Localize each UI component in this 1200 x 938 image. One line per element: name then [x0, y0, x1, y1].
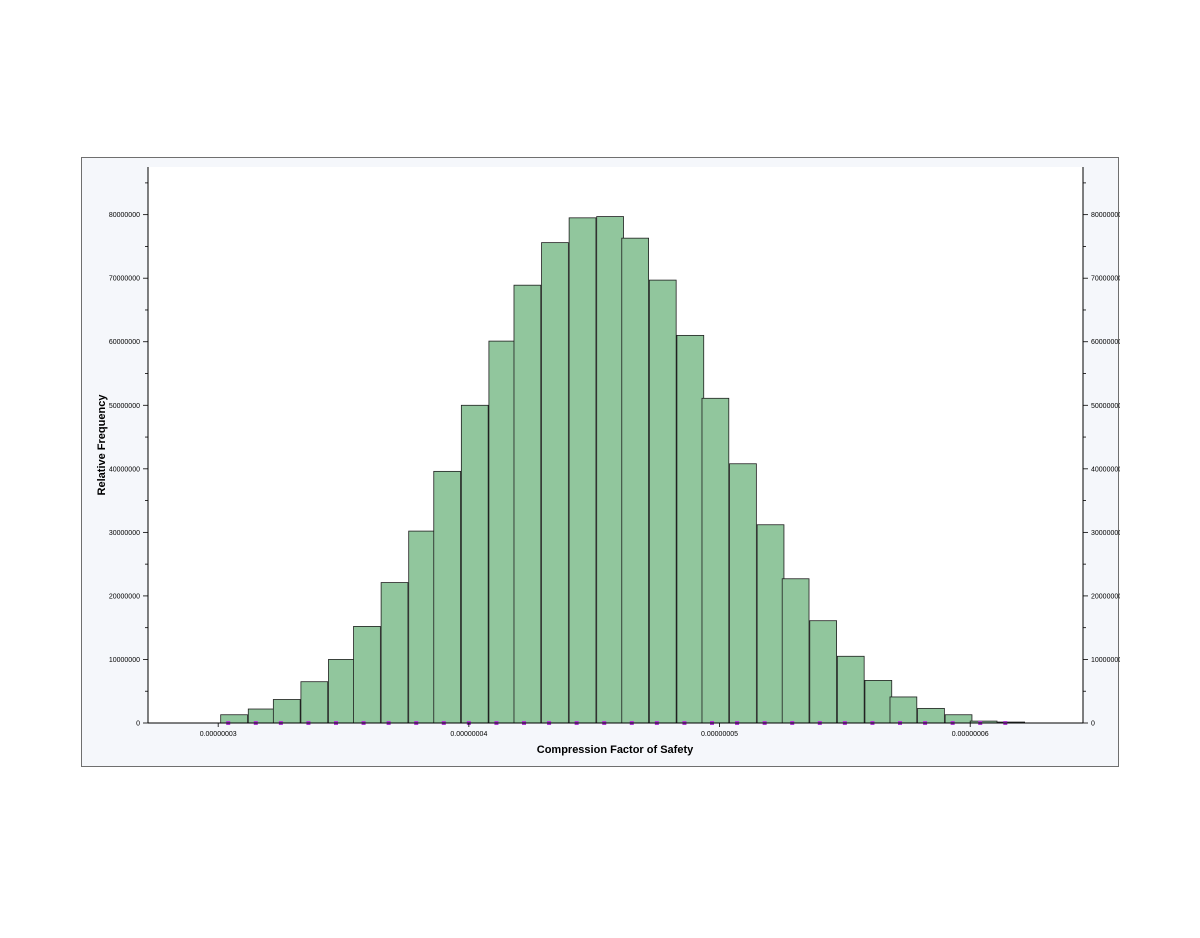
- x-tick-label: 0.00000004: [450, 731, 487, 738]
- y-tick-label-right: 50000000: [1091, 403, 1120, 410]
- y-tick-label-left: 0: [136, 721, 140, 728]
- x-tick-label: 0.00000005: [701, 731, 738, 738]
- histogram-bar-1: [220, 714, 248, 724]
- histogram-bar-2: [247, 708, 276, 724]
- histogram-bar-7: [380, 582, 409, 724]
- histogram-bar-18: [676, 334, 705, 724]
- histogram-bar-11: [488, 340, 517, 724]
- histogram-bar-14: [568, 217, 597, 724]
- histogram-bar-5: [328, 659, 356, 724]
- y-tick-label-right: 40000000: [1091, 466, 1120, 473]
- y-tick-label-left: 80000000: [109, 212, 140, 219]
- histogram-bar-23: [809, 620, 837, 724]
- histogram-bar-16: [621, 237, 649, 724]
- y-tick-label-left: 70000000: [109, 276, 140, 283]
- x-axis-title: Compression Factor of Safety: [537, 744, 694, 756]
- histogram-bar-27: [917, 707, 945, 724]
- histogram-bar-20: [729, 463, 757, 724]
- histogram-bar-3: [272, 699, 301, 724]
- histogram-bar-22: [781, 578, 810, 724]
- y-tick-label-left: 30000000: [109, 530, 140, 537]
- y-tick-label-left: 40000000: [109, 466, 140, 473]
- histogram-bar-8: [408, 530, 436, 724]
- y-tick-label-right: 10000000: [1091, 657, 1120, 664]
- y-axis-title: Relative Frequency: [96, 394, 108, 496]
- y-tick-label-left: 60000000: [109, 339, 140, 346]
- histogram-bar-25: [864, 680, 893, 724]
- y-tick-label-left: 20000000: [109, 593, 140, 600]
- y-tick-label-left: 50000000: [109, 403, 140, 410]
- histogram-bar-6: [353, 626, 381, 724]
- y-tick-label-right: 70000000: [1091, 276, 1120, 283]
- histogram-bar-21: [756, 524, 785, 724]
- x-tick-label: 0.00000006: [952, 731, 989, 738]
- histogram-bar-10: [460, 404, 489, 724]
- histogram-bar-13: [541, 242, 569, 724]
- axes-layer: [147, 167, 1084, 724]
- histogram-bar-15: [596, 216, 624, 724]
- y-tick-label-right: 20000000: [1091, 593, 1120, 600]
- histogram-bar-19: [701, 397, 730, 724]
- y-tick-label-left: 10000000: [109, 657, 140, 664]
- y-tick-label-right: 80000000: [1091, 212, 1120, 219]
- histogram-bar-17: [648, 279, 677, 724]
- y-tick-label-right: 60000000: [1091, 339, 1120, 346]
- histogram-bar-26: [889, 696, 918, 724]
- histogram-chart: 0 0 10000000 10000000 20000000 20000000 300000…: [96, 167, 1120, 756]
- histogram-bar-4: [300, 681, 329, 724]
- histogram-bar-12: [513, 284, 542, 724]
- y-tick-label-right: 30000000: [1091, 530, 1120, 537]
- histogram-bar-9: [433, 470, 461, 724]
- chart-frame: 0 0 10000000 10000000 20000000 20000000 300000…: [81, 157, 1120, 767]
- bars-layer: [220, 216, 1025, 724]
- y-tick-label-right: 0: [1091, 721, 1095, 728]
- histogram-bar-28: [944, 714, 973, 724]
- x-tick-label: 0.00000003: [200, 731, 237, 738]
- ticks-layer: 0 0 10000000 10000000 20000000 20000000 300000…: [109, 182, 1120, 738]
- histogram-bar-24: [836, 655, 865, 724]
